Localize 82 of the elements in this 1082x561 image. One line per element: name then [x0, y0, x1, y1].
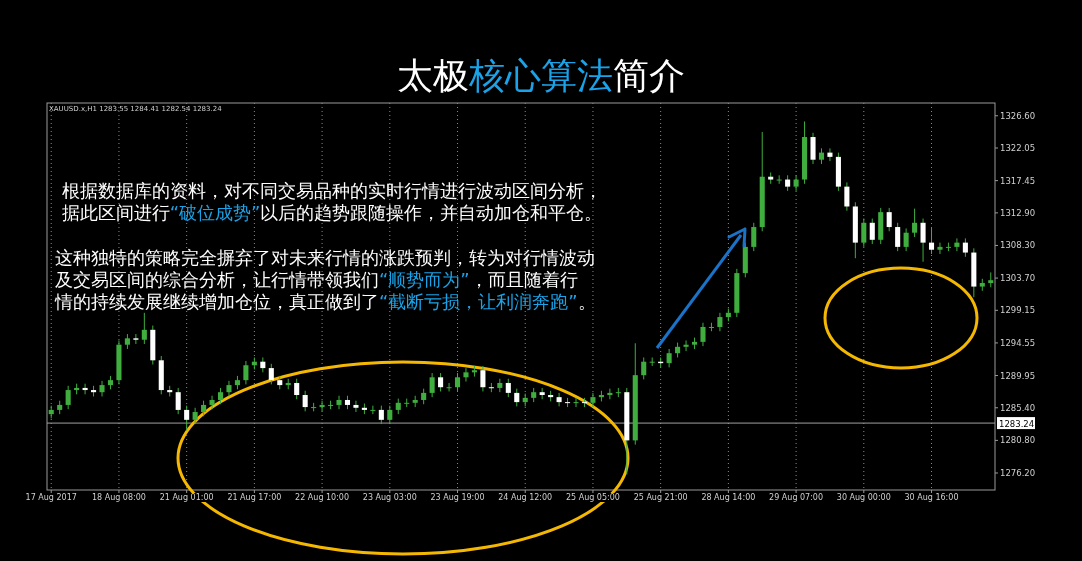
- candlestick: [99, 380, 105, 397]
- x-tick-label: 21 Aug 17:00: [227, 493, 282, 502]
- y-tick-label: 1280.80: [1000, 435, 1036, 446]
- y-tick-label: 1308.30: [1000, 240, 1036, 251]
- x-tick-label: 18 Aug 08:00: [91, 493, 146, 502]
- x-tick-label: 30 Aug 16:00: [904, 493, 959, 502]
- candlestick: [920, 218, 926, 263]
- candlestick: [683, 339, 689, 352]
- y-tick-label: 1276.20: [1000, 467, 1036, 478]
- candlestick: [793, 174, 799, 192]
- x-tick-label: 25 Aug 05:00: [565, 493, 620, 502]
- x-tick-label: 29 Aug 07:00: [769, 493, 824, 502]
- y-tick-label: 1317.45: [1000, 175, 1036, 186]
- candlestick: [387, 405, 393, 425]
- candlestick: [370, 405, 376, 415]
- y-tick-label: 1326.60: [1000, 110, 1036, 121]
- candlestick: [912, 208, 918, 238]
- y-tick-label: 1299.15: [1000, 305, 1036, 316]
- candlestick: [607, 388, 613, 400]
- candlestick: [175, 387, 181, 415]
- chart-title: 太极核心算法简介: [397, 55, 685, 96]
- x-tick-label: 22 Aug 10:00: [295, 493, 350, 502]
- candlestick: [700, 322, 706, 347]
- candlestick: [353, 400, 359, 413]
- y-tick-label: 1294.55: [1000, 337, 1036, 348]
- x-tick-label: 30 Aug 00:00: [836, 493, 891, 502]
- candlestick: [133, 333, 139, 345]
- candlestick: [827, 147, 833, 162]
- candlestick: [480, 365, 486, 392]
- candlestick: [962, 237, 968, 258]
- candlestick: [895, 222, 901, 252]
- candlestick: [302, 390, 308, 412]
- candlestick: [937, 242, 943, 255]
- candlestick: [294, 378, 300, 400]
- x-tick-label: 23 Aug 03:00: [362, 493, 417, 502]
- candlestick: [641, 356, 647, 380]
- candlestick: [336, 395, 342, 410]
- candlestick: [378, 405, 384, 425]
- candlestick: [438, 372, 444, 392]
- candlestick: [319, 400, 325, 412]
- candlestick: [751, 222, 757, 252]
- candlestick: [869, 218, 875, 245]
- annotation: 根据数据库的资料，对不同交易品种的实时行情进行波动区间分析，据此区间进行“破位成势”以后的趋势跟随操作，并自动加仓和平仓。: [61, 180, 603, 223]
- candlestick: [810, 132, 816, 165]
- x-tick-label: 23 Aug 19:00: [430, 493, 485, 502]
- candlestick: [446, 382, 452, 392]
- candlestick: [226, 380, 232, 397]
- y-tick-label: 1312.90: [1000, 207, 1036, 218]
- candlestick: [861, 218, 867, 248]
- candlestick: [590, 392, 596, 408]
- y-tick-label: 1303.70: [1000, 273, 1036, 284]
- candlestick: [505, 378, 511, 398]
- candlestick: [463, 367, 469, 383]
- candlestick: [954, 237, 960, 252]
- y-tick-label: 1285.40: [1000, 402, 1036, 413]
- candlestick: [844, 181, 850, 212]
- candlestick: [429, 372, 435, 398]
- y-tick-label: 1289.95: [1000, 370, 1036, 381]
- x-tick-label: 17 Aug 2017: [25, 493, 77, 502]
- candlestick: [556, 392, 562, 407]
- candlestick: [903, 227, 909, 252]
- candlestick: [717, 312, 723, 332]
- x-tick-label: 25 Aug 21:00: [633, 493, 688, 502]
- candlestick: [454, 372, 461, 392]
- candlestick: [192, 407, 198, 425]
- x-tick-label: 24 Aug 12:00: [498, 493, 553, 502]
- text: 这种独特的策略完全摒弃了对未来行情的涨跌预判，转为对行情波动及交易区间的综合分析，让行情带领我们“顺势而为”，而且随着行情的持续发展继续增加仓位，真正做到了“截断亏损，让利润奔跑”。: [55, 247, 596, 312]
- candlestick: [268, 363, 274, 385]
- candlestick: [65, 385, 71, 410]
- candlestick: [209, 395, 215, 410]
- x-tick-label: 28 Aug 14:00: [701, 493, 756, 502]
- candlestick: [928, 226, 935, 255]
- candlestick: [573, 397, 579, 408]
- candlestick: [82, 383, 88, 395]
- candlestick: [666, 348, 672, 368]
- candlestick: [141, 312, 147, 345]
- ref-line-label: 1283.24: [999, 418, 1035, 429]
- candlestick: [184, 405, 190, 431]
- y-tick-label: 1322.05: [1000, 143, 1036, 154]
- candlestick: [886, 207, 892, 232]
- x-tick-label: 21 Aug 01:00: [159, 493, 214, 502]
- candlestick: [243, 360, 249, 385]
